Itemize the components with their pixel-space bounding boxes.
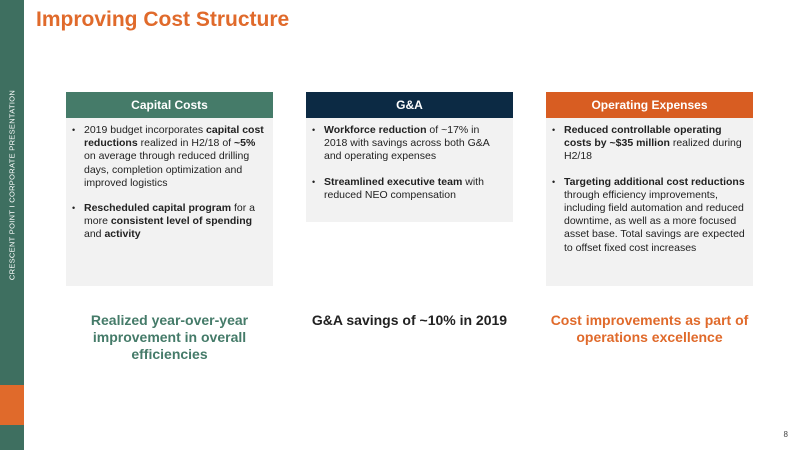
sidebar-label: CRESCENT POINT I CORPORATE PRESENTATION: [7, 89, 17, 281]
summary-capital-costs: Realized year-over-year improvement in o…: [90, 312, 249, 362]
column-g-and-a: G&A • Workforce reduction of ~17% in 201…: [306, 92, 513, 222]
column-header: Operating Expenses: [546, 92, 753, 118]
bullet-item: • Targeting additional cost reductions t…: [552, 176, 745, 255]
summary-g-and-a: G&A savings of ~10% in 2019: [311, 312, 508, 328]
bullet-text: Targeting additional cost reductions thr…: [564, 175, 745, 254]
column-capital-costs: Capital Costs • 2019 budget incorporates…: [66, 92, 273, 286]
bullet-dot-icon: •: [552, 176, 556, 187]
bullet-text: Reduced controllable operating costs by …: [564, 124, 742, 163]
bullet-item: • 2019 budget incorporates capital cost …: [72, 124, 265, 190]
bullet-item: • Streamlined executive team with reduce…: [312, 176, 505, 202]
sidebar: CRESCENT POINT I CORPORATE PRESENTATION: [0, 0, 24, 450]
summary-operating-expenses: Cost improvements as part of operations …: [550, 312, 749, 345]
bullet-dot-icon: •: [312, 176, 316, 187]
page-number: 8: [783, 430, 788, 439]
column-header: Capital Costs: [66, 92, 273, 118]
bullet-dot-icon: •: [72, 125, 76, 135]
column-body: • Reduced controllable operating costs b…: [546, 118, 753, 286]
bullet-text: Rescheduled capital program for a more c…: [84, 202, 255, 241]
column-body: • Workforce reduction of ~17% in 2018 wi…: [306, 118, 513, 222]
bullet-text: 2019 budget incorporates capital cost re…: [84, 124, 264, 189]
column-header: G&A: [306, 92, 513, 118]
bullet-dot-icon: •: [312, 125, 316, 135]
column-operating-expenses: Operating Expenses • Reduced controllabl…: [546, 92, 753, 286]
bullet-dot-icon: •: [552, 125, 556, 135]
bullet-dot-icon: •: [72, 203, 76, 214]
bullet-text: Workforce reduction of ~17% in 2018 with…: [324, 124, 490, 163]
column-body: • 2019 budget incorporates capital cost …: [66, 118, 273, 286]
bullet-item: • Rescheduled capital program for a more…: [72, 202, 265, 242]
sidebar-accent-bar: [0, 385, 24, 425]
page-title: Improving Cost Structure: [36, 8, 290, 31]
bullet-item: • Workforce reduction of ~17% in 2018 wi…: [312, 124, 505, 164]
bullet-text: Streamlined executive team with reduced …: [324, 175, 484, 201]
bullet-item: • Reduced controllable operating costs b…: [552, 124, 745, 164]
